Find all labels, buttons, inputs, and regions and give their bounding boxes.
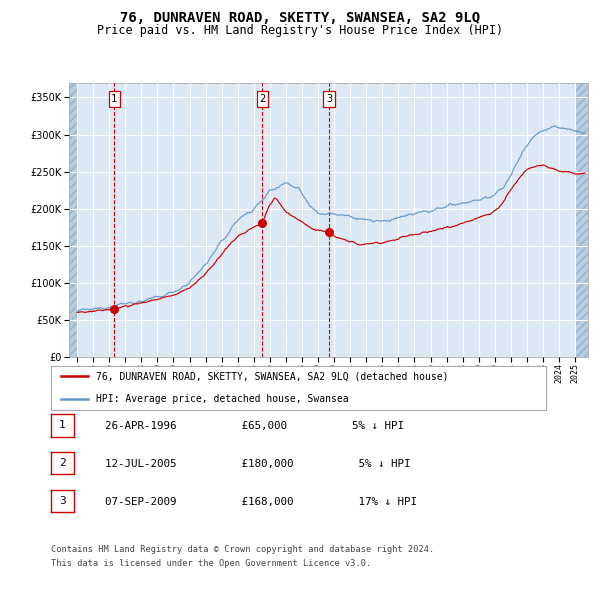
Text: 1: 1 (59, 421, 66, 430)
Text: 12-JUL-2005          £180,000          5% ↓ HPI: 12-JUL-2005 £180,000 5% ↓ HPI (105, 459, 410, 468)
Bar (575, 83, 588, 357)
Text: 26-APR-1996          £65,000          5% ↓ HPI: 26-APR-1996 £65,000 5% ↓ HPI (105, 421, 404, 431)
Text: This data is licensed under the Open Government Licence v3.0.: This data is licensed under the Open Gov… (51, 559, 371, 568)
Text: 07-SEP-2009          £168,000          17% ↓ HPI: 07-SEP-2009 £168,000 17% ↓ HPI (105, 497, 417, 506)
Text: 2: 2 (59, 458, 66, 468)
Text: 1: 1 (111, 94, 118, 104)
Text: 3: 3 (326, 94, 332, 104)
Text: 2: 2 (259, 94, 265, 104)
Text: Contains HM Land Registry data © Crown copyright and database right 2024.: Contains HM Land Registry data © Crown c… (51, 545, 434, 555)
Text: Price paid vs. HM Land Registry's House Price Index (HPI): Price paid vs. HM Land Registry's House … (97, 24, 503, 37)
Bar (69, 83, 77, 357)
Text: HPI: Average price, detached house, Swansea: HPI: Average price, detached house, Swan… (95, 395, 348, 404)
Text: 76, DUNRAVEN ROAD, SKETTY, SWANSEA, SA2 9LQ: 76, DUNRAVEN ROAD, SKETTY, SWANSEA, SA2 … (120, 11, 480, 25)
Text: 76, DUNRAVEN ROAD, SKETTY, SWANSEA, SA2 9LQ (detached house): 76, DUNRAVEN ROAD, SKETTY, SWANSEA, SA2 … (95, 372, 448, 381)
Text: 3: 3 (59, 496, 66, 506)
